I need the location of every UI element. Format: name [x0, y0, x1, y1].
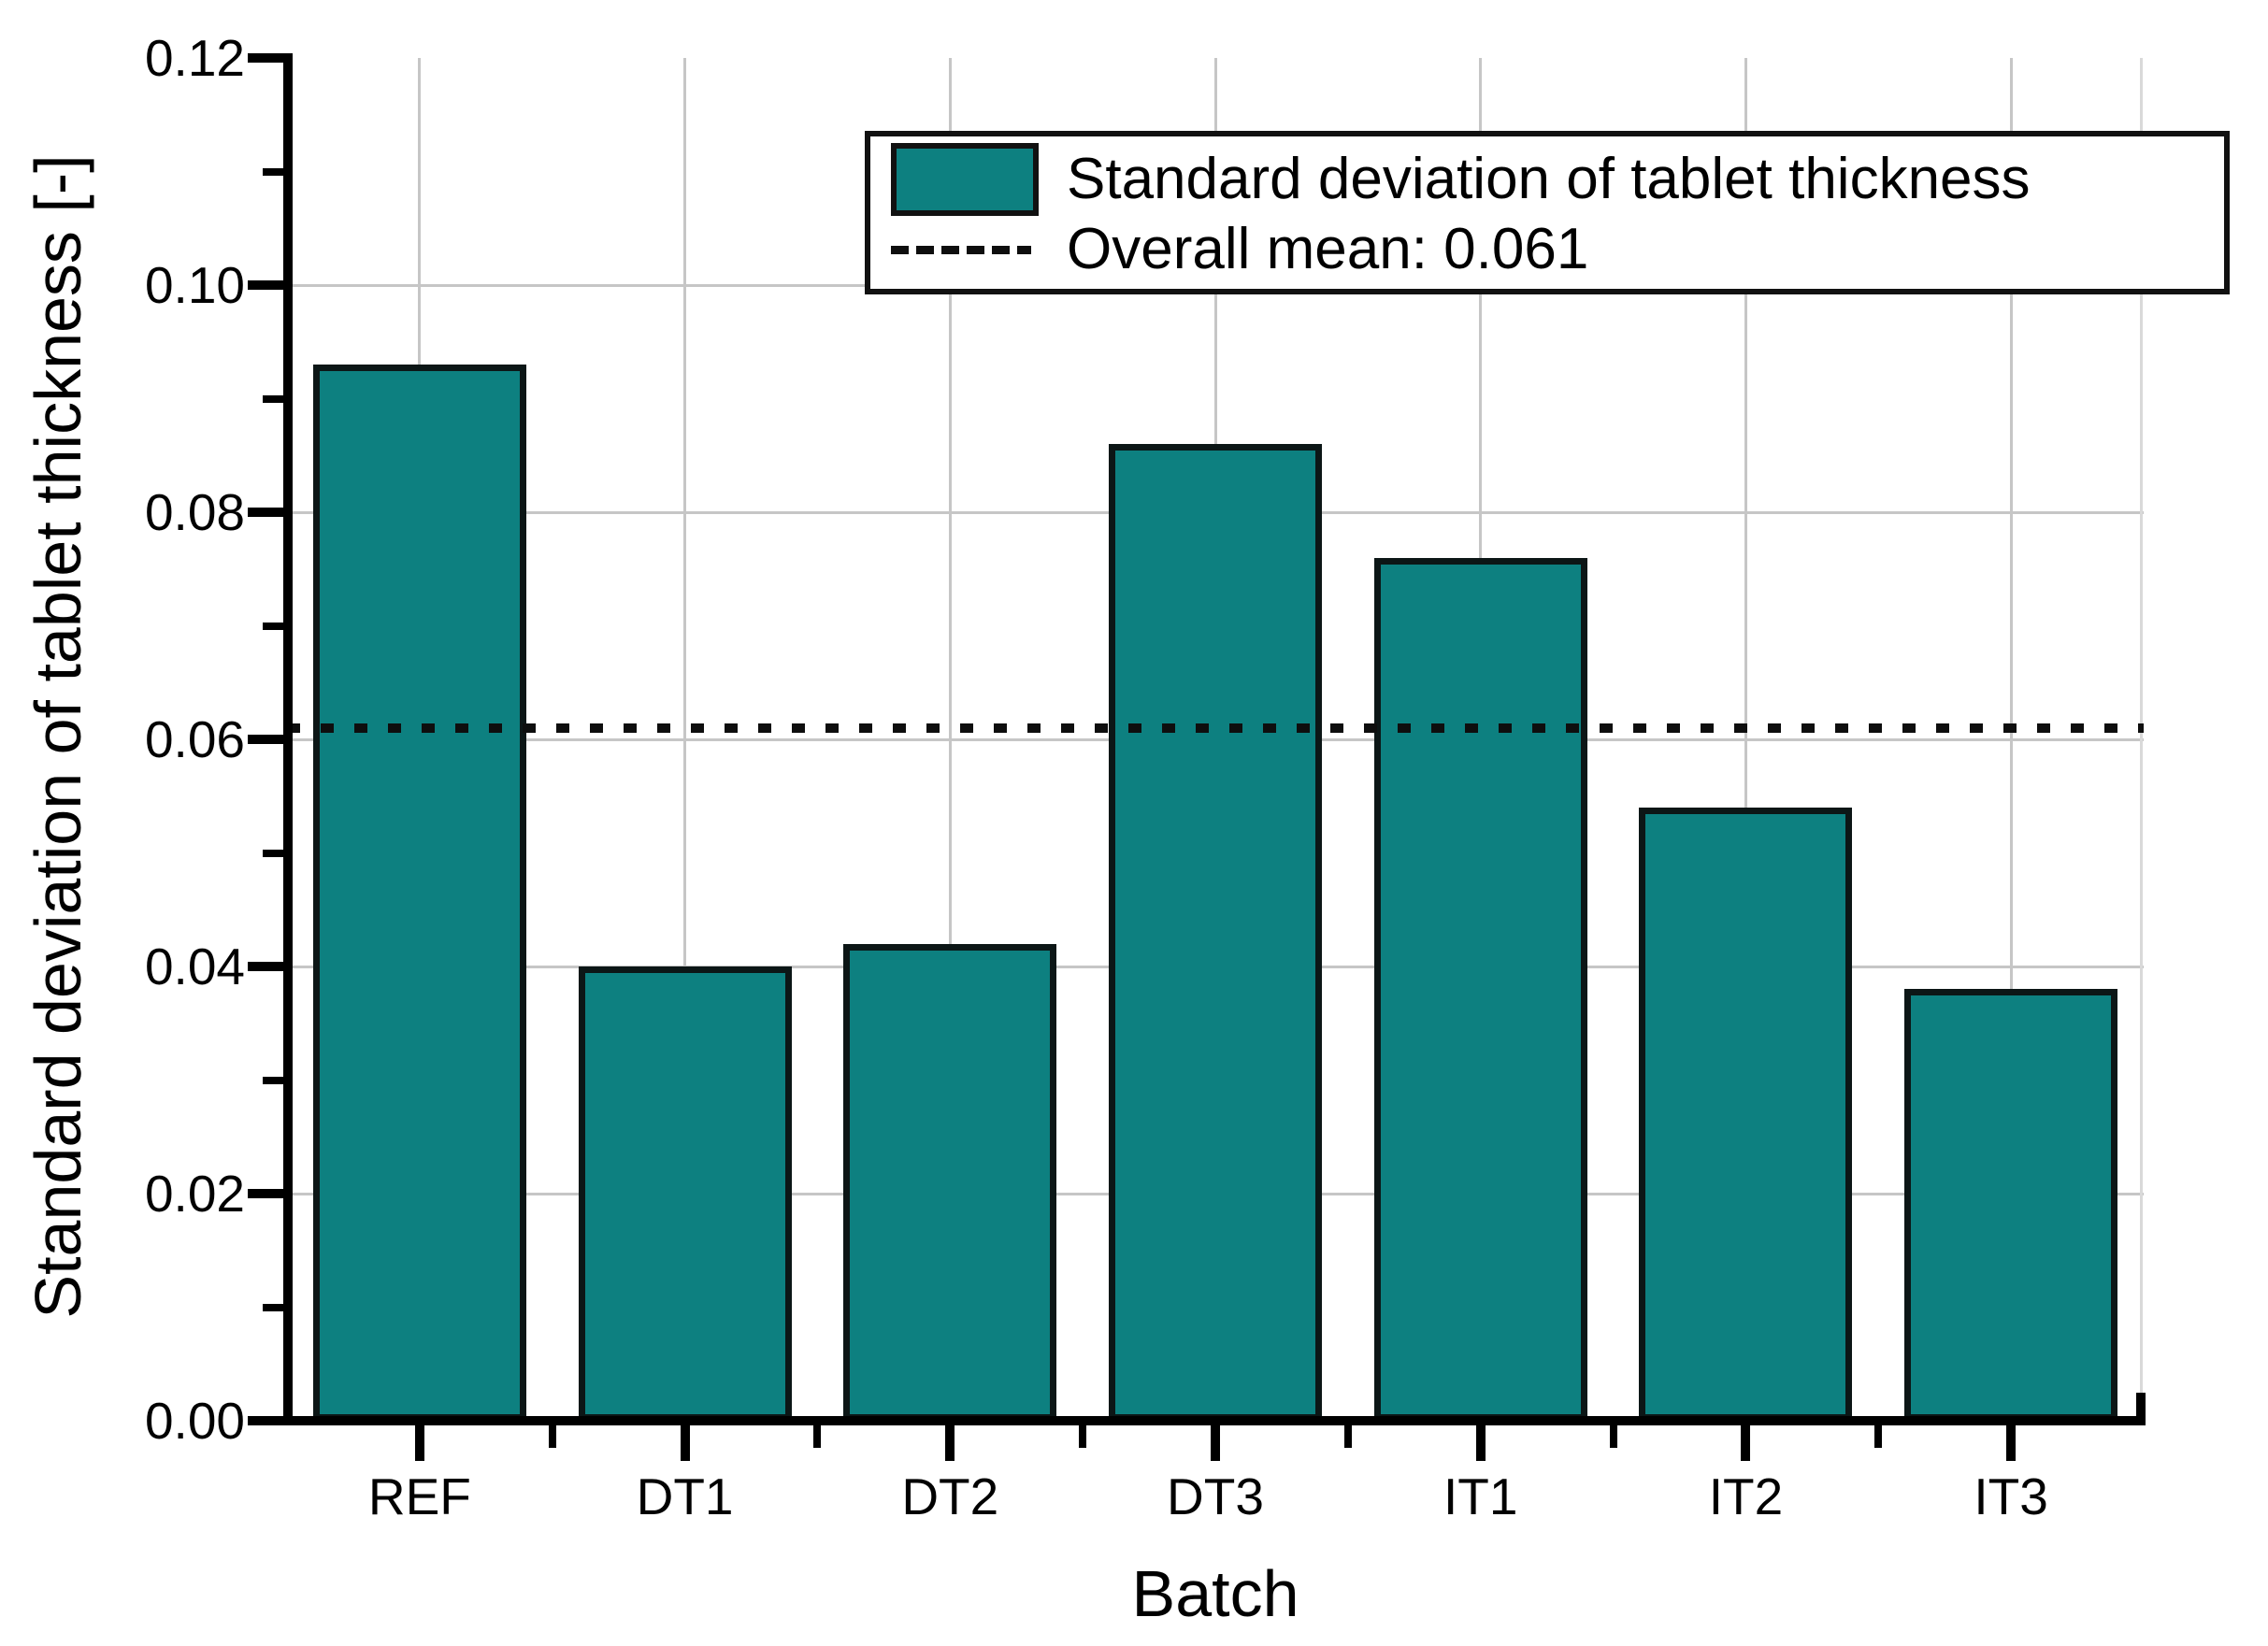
- bar-REF: [312, 365, 526, 1421]
- y-minor-tick: [263, 1076, 285, 1084]
- x-tick-label-DT1: DT1: [636, 1467, 734, 1525]
- x-major-tick: [1211, 1425, 1220, 1461]
- y-tick-label-0.08: 0.08: [144, 483, 245, 541]
- legend-key-series: [891, 142, 1041, 216]
- x-major-tick: [945, 1425, 955, 1461]
- bar-DT2: [843, 943, 1057, 1421]
- y-tick-label-0.00: 0.00: [144, 1392, 245, 1450]
- x-major-tick: [1475, 1425, 1486, 1461]
- y-major-tick: [248, 508, 285, 517]
- y-tick-label-0.02: 0.02: [144, 1165, 245, 1223]
- x-minor-tick: [813, 1425, 822, 1448]
- legend-mean-label: Overall mean: 0.061: [1067, 217, 1589, 282]
- y-minor-tick: [263, 167, 285, 176]
- y-tick-label-0.10: 0.10: [144, 256, 245, 314]
- right-spine: [2140, 58, 2143, 1421]
- x-tick-label-DT2: DT2: [901, 1467, 999, 1525]
- x-tick-label-IT3: IT3: [1974, 1467, 2048, 1525]
- x-tick-label-IT2: IT2: [1708, 1467, 1784, 1525]
- y-major-tick: [248, 280, 285, 290]
- x-axis-title: Batch: [1131, 1557, 1299, 1630]
- x-major-tick: [680, 1425, 690, 1461]
- y-major-tick: [248, 1189, 285, 1198]
- x-minor-tick: [1609, 1425, 1617, 1448]
- y-major-tick: [248, 735, 285, 744]
- dashed-line-icon: [891, 245, 1031, 254]
- y-axis-title: Standard deviation of tablet thickness […: [22, 154, 94, 1319]
- bar-IT3: [1904, 989, 2118, 1421]
- y-tick-label-0.12: 0.12: [144, 29, 245, 87]
- x-axis-end-tick: [2136, 1393, 2146, 1421]
- legend-key-mean: [891, 245, 1041, 254]
- x-axis-line: [283, 1416, 2146, 1425]
- overall-mean-line: [287, 723, 2144, 733]
- bar-IT1: [1373, 557, 1587, 1421]
- y-minor-tick: [263, 622, 285, 630]
- x-tick-label-REF: REF: [367, 1467, 471, 1525]
- x-tick-label-DT3: DT3: [1167, 1467, 1264, 1525]
- legend-series-label: Standard deviation of tablet thickness: [1067, 146, 2031, 211]
- bar-DT1: [578, 966, 792, 1421]
- x-minor-tick: [1343, 1425, 1352, 1448]
- y-minor-tick: [263, 849, 285, 857]
- y-major-tick: [248, 53, 285, 63]
- y-tick-label-0.06: 0.06: [144, 710, 245, 768]
- vertical-gridline: [1744, 58, 1747, 1421]
- series-swatch-icon: [891, 142, 1039, 216]
- y-minor-tick: [263, 1303, 285, 1311]
- y-minor-tick: [263, 394, 285, 403]
- vertical-gridline: [2009, 58, 2013, 1421]
- x-minor-tick: [548, 1425, 556, 1448]
- legend-row-mean: Overall mean: 0.061: [891, 217, 2224, 282]
- x-minor-tick: [1079, 1425, 1087, 1448]
- x-minor-tick: [1874, 1425, 1883, 1448]
- bar-DT3: [1109, 444, 1322, 1421]
- y-tick-label-0.04: 0.04: [144, 938, 245, 995]
- y-major-tick: [248, 1416, 285, 1425]
- y-axis-line: [283, 53, 293, 1425]
- legend: Standard deviation of tablet thickness O…: [865, 131, 2230, 294]
- x-major-tick: [1741, 1425, 1751, 1461]
- bar-IT2: [1639, 807, 1853, 1421]
- legend-row-series: Standard deviation of tablet thickness: [891, 142, 2224, 216]
- vertical-gridline: [948, 58, 952, 1421]
- x-tick-label-IT1: IT1: [1443, 1467, 1518, 1525]
- vertical-gridline: [683, 58, 687, 1421]
- x-major-tick: [2006, 1425, 2017, 1461]
- x-major-tick: [414, 1425, 424, 1461]
- y-major-tick: [248, 962, 285, 971]
